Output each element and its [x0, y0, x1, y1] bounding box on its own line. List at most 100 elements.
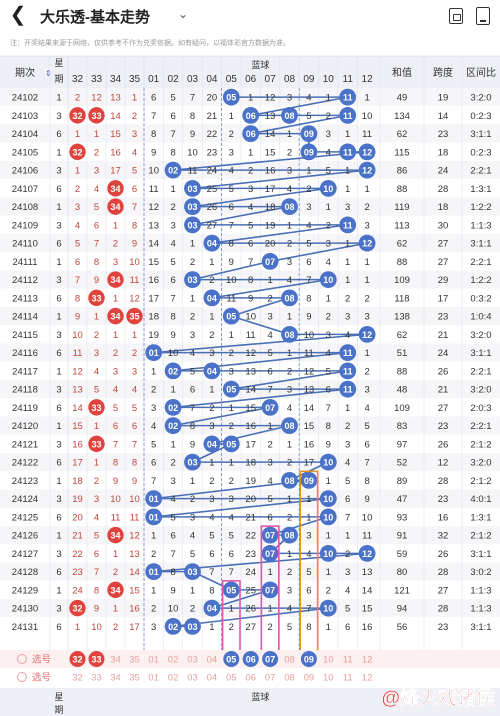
select-row-bg — [0, 668, 500, 686]
week-cell: 6 — [56, 458, 61, 469]
blue-select-option[interactable]: 10 — [323, 673, 334, 684]
red-select-option[interactable]: 33 — [91, 673, 102, 684]
blue-miss-count: 1 — [364, 184, 369, 195]
trend-line — [250, 114, 348, 135]
blue-miss-count: 5 — [267, 494, 272, 505]
ratio-cell: 1:0:4 — [470, 312, 491, 323]
blue-select-option[interactable]: 05 — [226, 673, 237, 684]
selected-red-ball[interactable] — [69, 651, 86, 667]
blue-select-option[interactable]: 07 — [265, 673, 276, 684]
blue-miss-count: 5 — [170, 93, 175, 104]
blue-ball — [184, 216, 201, 234]
blue-ball-number: 08 — [284, 111, 294, 121]
red-select-option[interactable]: 35 — [129, 673, 140, 684]
selected-red-number[interactable]: 33 — [91, 655, 101, 665]
blue-ball-number: 11 — [343, 348, 353, 358]
blue-miss-count: 17 — [304, 458, 315, 469]
page-title[interactable]: 大乐透-基本走势 — [40, 9, 150, 26]
blue-ball-number: 10 — [323, 549, 333, 559]
blue-select-option[interactable]: 04 — [207, 673, 218, 684]
blue-miss-count: 7 — [229, 220, 234, 231]
blue-miss-count: 1 — [248, 93, 253, 104]
red-ball — [107, 198, 124, 215]
blue-ball — [242, 125, 260, 143]
blue-ball-number: 12 — [362, 549, 372, 559]
selected-blue-ball[interactable] — [300, 651, 317, 667]
blue-select-option[interactable]: 08 — [284, 673, 295, 684]
blue-miss-count: 3 — [170, 220, 175, 231]
blue-miss-count: 1 — [326, 293, 331, 304]
blue-select-option[interactable]: 11 — [343, 655, 353, 666]
share-icon[interactable] — [476, 7, 490, 25]
blue-select-option[interactable]: 03 — [187, 655, 198, 666]
blue-miss-count: 24 — [245, 567, 256, 578]
blue-miss-count: 2 — [151, 549, 156, 560]
blue-miss-count: 3 — [345, 202, 350, 213]
sum-cell: 51 — [397, 348, 408, 359]
blue-select-option[interactable]: 02 — [168, 673, 179, 684]
blue-miss-count: 5 — [190, 366, 195, 377]
week-cell: 6 — [56, 403, 61, 414]
red-select-option[interactable]: 34 — [110, 673, 121, 684]
trend-line — [192, 260, 271, 281]
blue-miss-count: 6 — [306, 257, 311, 268]
blue-select-option[interactable]: 04 — [207, 655, 218, 666]
blue-miss-count: 2 — [287, 239, 292, 250]
ratio-cell: 2:0:3 — [470, 403, 491, 414]
phone-screen-icon[interactable] — [449, 8, 463, 24]
blue-select-option[interactable]: 01 — [148, 673, 159, 684]
blue-select-option[interactable]: 11 — [343, 673, 353, 684]
blue-miss-count: 2 — [326, 312, 331, 323]
back-arrow-icon[interactable]: ❮ — [9, 4, 27, 26]
blue-select-option[interactable]: 12 — [362, 673, 373, 684]
blue-miss-count: 1 — [345, 257, 350, 268]
selected-blue-number[interactable]: 06 — [246, 655, 256, 665]
blue-select-option[interactable]: 02 — [168, 655, 179, 666]
selected-blue-number[interactable]: 05 — [226, 655, 236, 665]
blue-miss-count: 16 — [265, 166, 276, 177]
span-cell: 27 — [438, 585, 449, 596]
red-select-option[interactable]: 32 — [72, 673, 83, 684]
ratio-cell: 2:2:1 — [470, 366, 491, 377]
ratio-cell: 1:2:2 — [470, 275, 491, 286]
blue-select-option[interactable]: 12 — [362, 655, 373, 666]
blue-select-option[interactable]: 09 — [304, 673, 315, 684]
blue-select-option[interactable]: 06 — [245, 673, 256, 684]
red-miss-count: 19 — [72, 494, 83, 505]
blue-miss-count: 20 — [265, 239, 276, 250]
sum-cell: 48 — [397, 385, 408, 396]
select-radio[interactable] — [17, 672, 27, 682]
red-select-option[interactable]: 34 — [110, 655, 121, 666]
blue-select-option[interactable]: 10 — [323, 655, 334, 666]
blue-miss-count: 6 — [364, 439, 369, 450]
selected-red-ball[interactable] — [88, 651, 105, 667]
red-miss-count: 2 — [94, 147, 99, 158]
blue-miss-count: 5 — [345, 476, 350, 487]
blue-miss-count: 1 — [306, 166, 311, 177]
select-radio[interactable] — [17, 654, 27, 664]
sort-icon[interactable]: ⇕ — [45, 69, 52, 78]
red-select-option[interactable]: 35 — [129, 655, 140, 666]
selected-blue-ball[interactable] — [242, 651, 259, 667]
selected-red-number[interactable]: 32 — [72, 655, 82, 665]
blue-ball-number: 01 — [149, 494, 159, 504]
blue-miss-count: 1 — [345, 166, 350, 177]
blue-miss-count: 3 — [345, 312, 350, 323]
sum-cell: 62 — [397, 330, 408, 341]
red-miss-count: 11 — [130, 512, 140, 523]
blue-miss-count: 3 — [287, 166, 292, 177]
blue-select-option[interactable]: 03 — [187, 673, 198, 684]
chevron-down-icon[interactable]: ⌄ — [178, 7, 189, 21]
selected-blue-number[interactable]: 09 — [304, 655, 314, 665]
blue-select-option[interactable]: 01 — [148, 655, 159, 666]
span-cell: 32 — [438, 531, 449, 542]
selected-blue-ball[interactable] — [262, 651, 279, 667]
blue-ball — [145, 490, 163, 508]
blue-miss-count: 2 — [326, 585, 331, 596]
blue-miss-count: 20 — [207, 93, 218, 104]
selected-blue-number[interactable]: 07 — [265, 655, 275, 665]
blue-miss-count: 19 — [148, 330, 159, 341]
blue-ball-number: 04 — [207, 604, 217, 614]
blue-select-option[interactable]: 08 — [284, 655, 295, 666]
selected-blue-ball[interactable] — [223, 651, 240, 667]
